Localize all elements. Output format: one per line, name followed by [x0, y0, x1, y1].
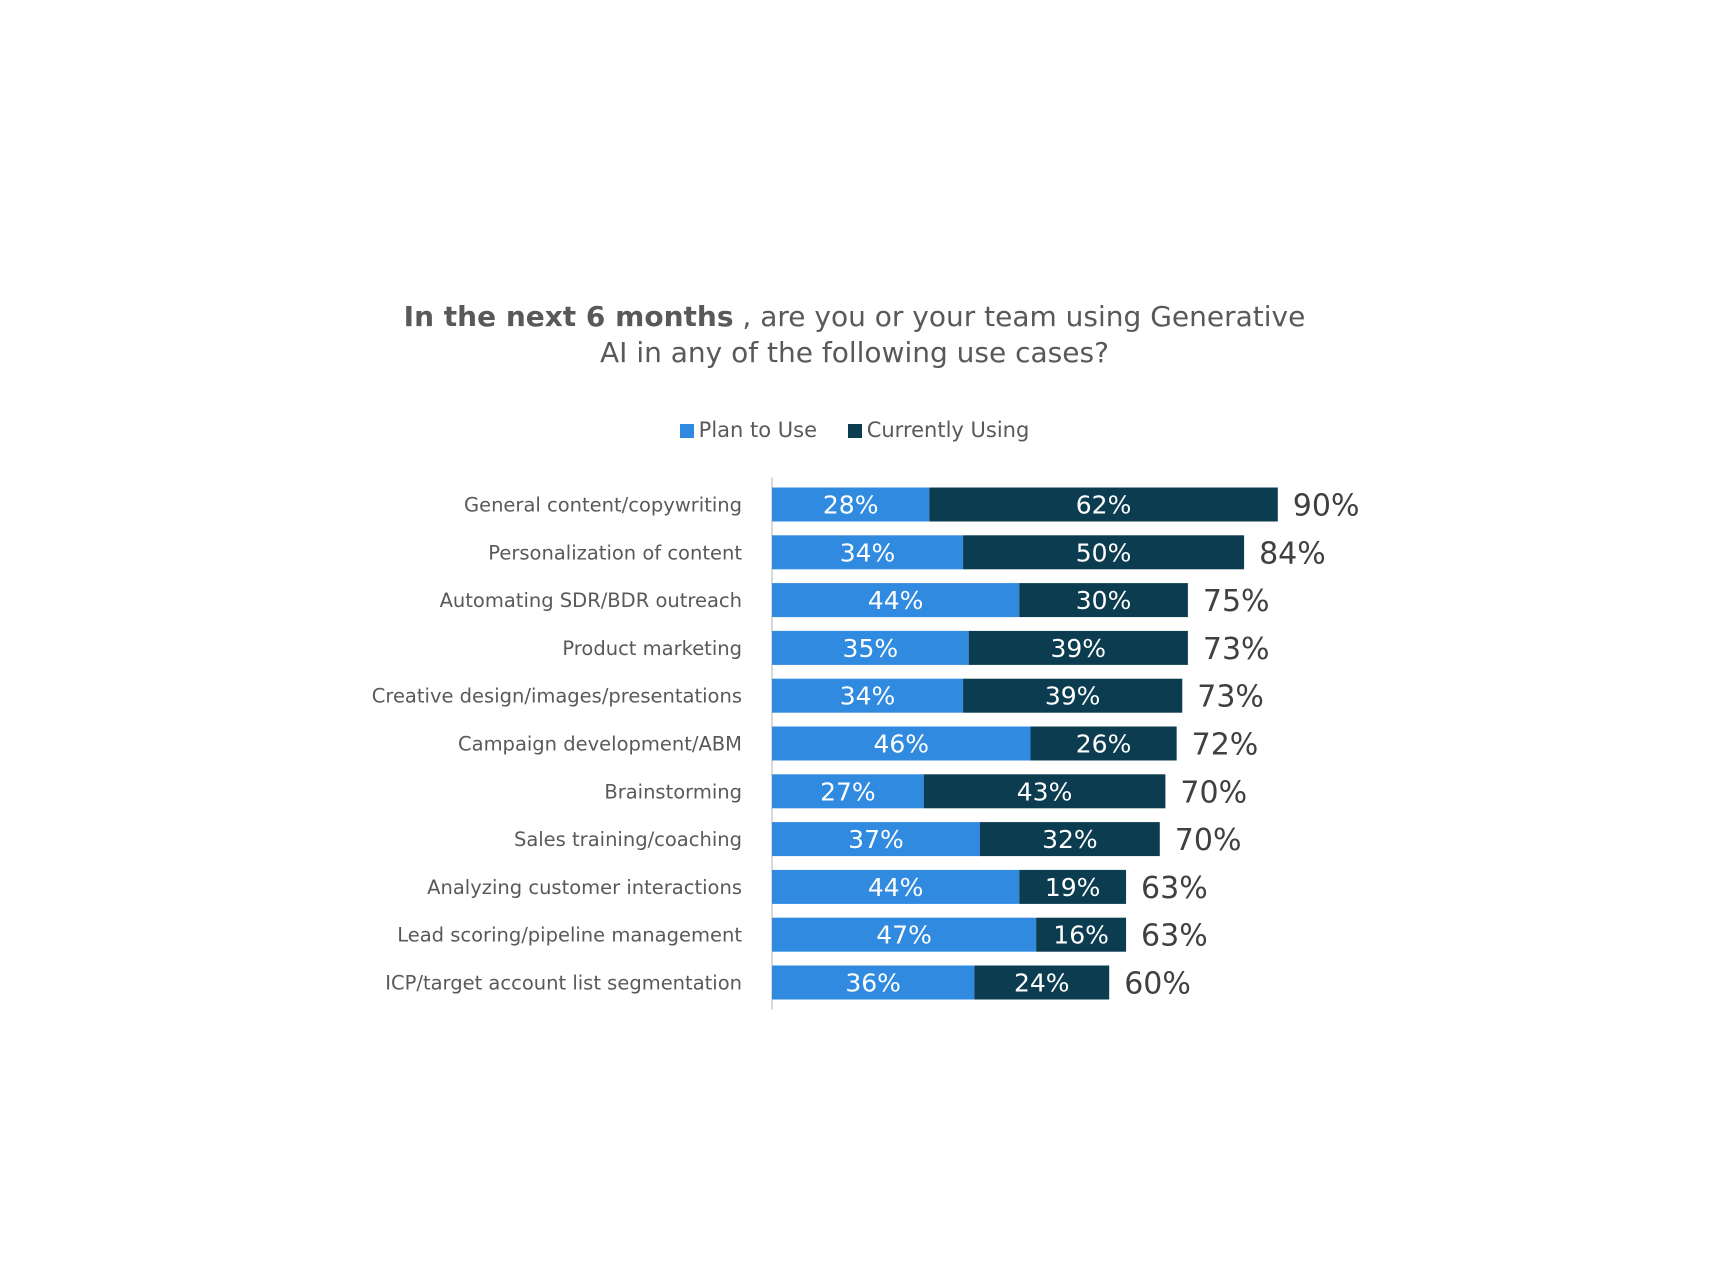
category-label: Campaign development/ABM — [458, 733, 742, 756]
bar-label-plan-to-use: 44% — [868, 586, 924, 615]
total-label: 60% — [1124, 967, 1191, 1002]
total-label: 84% — [1259, 536, 1326, 571]
bar-label-currently-using: 43% — [1017, 777, 1073, 806]
bar-label-plan-to-use: 37% — [848, 825, 904, 854]
bar-currently-using — [979, 822, 1160, 857]
category-label: Personalization of content — [488, 541, 742, 564]
bar-plan-to-use — [772, 726, 1031, 761]
chart-title-rest: , are you or your team using Generative — [733, 300, 1306, 333]
legend: Plan to Use Currently Using — [0, 418, 1709, 442]
bar-plan-to-use — [772, 917, 1037, 952]
bar-label-plan-to-use: 36% — [845, 969, 901, 998]
category-label: General content/copywriting — [464, 494, 742, 517]
bar-currently-using — [963, 678, 1183, 713]
bar-plan-to-use — [772, 822, 980, 857]
total-label: 70% — [1175, 823, 1242, 858]
bar-label-plan-to-use: 34% — [840, 538, 896, 567]
legend-item-current: Currently Using — [847, 418, 1030, 442]
bar-label-plan-to-use: 47% — [876, 921, 932, 950]
bar-label-currently-using: 19% — [1045, 873, 1101, 902]
bar-label-currently-using: 39% — [1051, 634, 1107, 663]
bar-plan-to-use — [772, 965, 975, 1000]
bar-currently-using — [923, 774, 1166, 809]
category-label: ICP/target account list segmentation — [385, 972, 742, 995]
total-label: 73% — [1203, 632, 1270, 667]
legend-label-current: Currently Using — [866, 418, 1030, 442]
bar-currently-using — [1019, 869, 1127, 904]
total-label: 90% — [1293, 489, 1360, 524]
bar-label-currently-using: 30% — [1076, 586, 1132, 615]
bar-currently-using — [929, 487, 1278, 522]
bar-plan-to-use — [772, 630, 969, 665]
bar-plan-to-use — [772, 678, 964, 713]
total-label: 70% — [1180, 775, 1247, 810]
legend-swatch-current — [847, 424, 862, 438]
bar-plan-to-use — [772, 487, 930, 522]
legend-swatch-plan — [679, 424, 694, 438]
category-label: Analyzing customer interactions — [427, 876, 742, 899]
legend-label-plan: Plan to Use — [698, 418, 818, 442]
bar-plan-to-use — [772, 774, 924, 809]
category-label: Sales training/coaching — [514, 828, 742, 851]
total-label: 75% — [1203, 584, 1270, 619]
bar-label-currently-using: 39% — [1045, 682, 1101, 711]
total-label: 72% — [1192, 728, 1259, 763]
total-label: 73% — [1197, 680, 1264, 715]
bar-label-currently-using: 50% — [1076, 538, 1132, 567]
bar-label-currently-using: 32% — [1042, 825, 1098, 854]
bar-label-currently-using: 24% — [1014, 969, 1070, 998]
bar-label-plan-to-use: 46% — [873, 730, 929, 759]
bar-currently-using — [963, 535, 1245, 570]
bar-label-plan-to-use: 34% — [840, 682, 896, 711]
bar-label-plan-to-use: 44% — [868, 873, 924, 902]
bar-plan-to-use — [772, 535, 964, 570]
category-label: Brainstorming — [604, 780, 742, 803]
total-label: 63% — [1141, 871, 1208, 906]
bar-currently-using — [1019, 583, 1188, 618]
bar-currently-using — [1036, 917, 1127, 952]
bar-currently-using — [1030, 726, 1177, 761]
category-label: Creative design/images/presentations — [372, 685, 742, 708]
bar-plan-to-use — [772, 869, 1020, 904]
legend-item-plan: Plan to Use — [679, 418, 818, 442]
chart-title-line-2: AI in any of the following use cases? — [600, 336, 1109, 369]
bar-label-currently-using: 26% — [1076, 730, 1132, 759]
bar-currently-using — [974, 965, 1110, 1000]
bar-label-plan-to-use: 27% — [820, 777, 876, 806]
total-label: 63% — [1141, 919, 1208, 954]
chart-title-bold: In the next 6 months — [403, 300, 734, 333]
chart-title-line-1: In the next 6 months , are you or your t… — [0, 300, 1709, 333]
bar-label-currently-using: 62% — [1076, 491, 1132, 520]
bar-label-plan-to-use: 28% — [823, 491, 879, 520]
category-label: Lead scoring/pipeline management — [397, 924, 742, 947]
category-label: Product marketing — [562, 637, 742, 660]
bar-currently-using — [968, 630, 1188, 665]
category-label: Automating SDR/BDR outreach — [440, 589, 742, 612]
bar-plan-to-use — [772, 583, 1020, 618]
bar-label-currently-using: 16% — [1053, 921, 1109, 950]
bar-label-plan-to-use: 35% — [843, 634, 899, 663]
